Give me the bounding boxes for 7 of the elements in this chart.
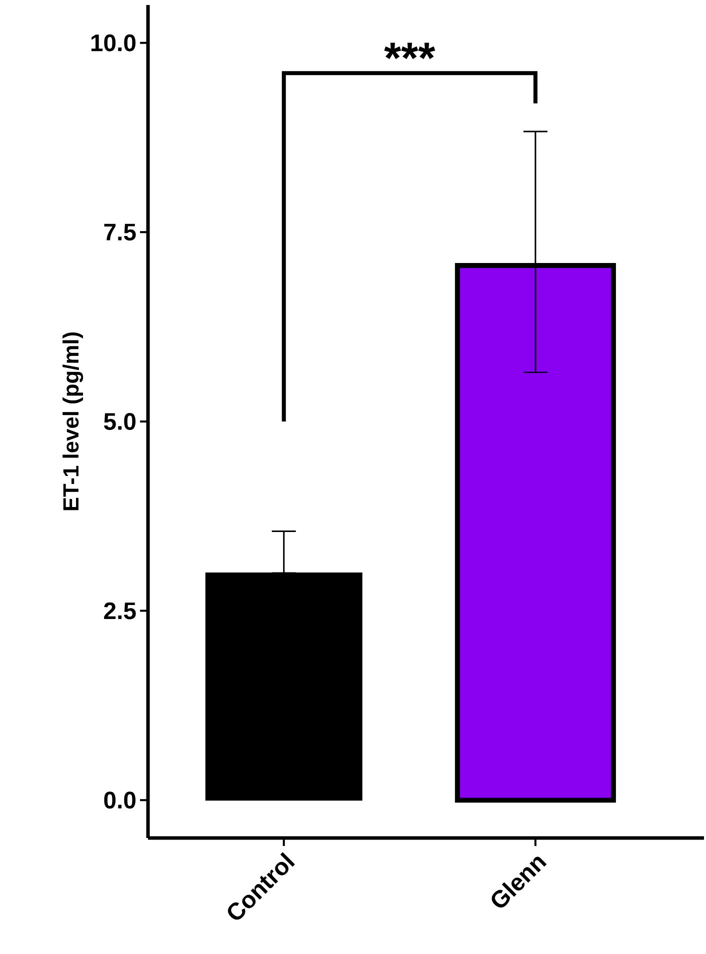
y-tick-label: 7.5 [104, 224, 136, 241]
annotation: *** [384, 42, 436, 60]
y-tick-label: 10.0 [91, 34, 136, 52]
y-tick-label: 5.0 [104, 413, 136, 430]
y-tick-label: 0.0 [104, 792, 136, 809]
y-tick-label: 2.5 [104, 602, 136, 620]
y-axis-title: ET-1 level (pg/ml) [62, 332, 84, 510]
